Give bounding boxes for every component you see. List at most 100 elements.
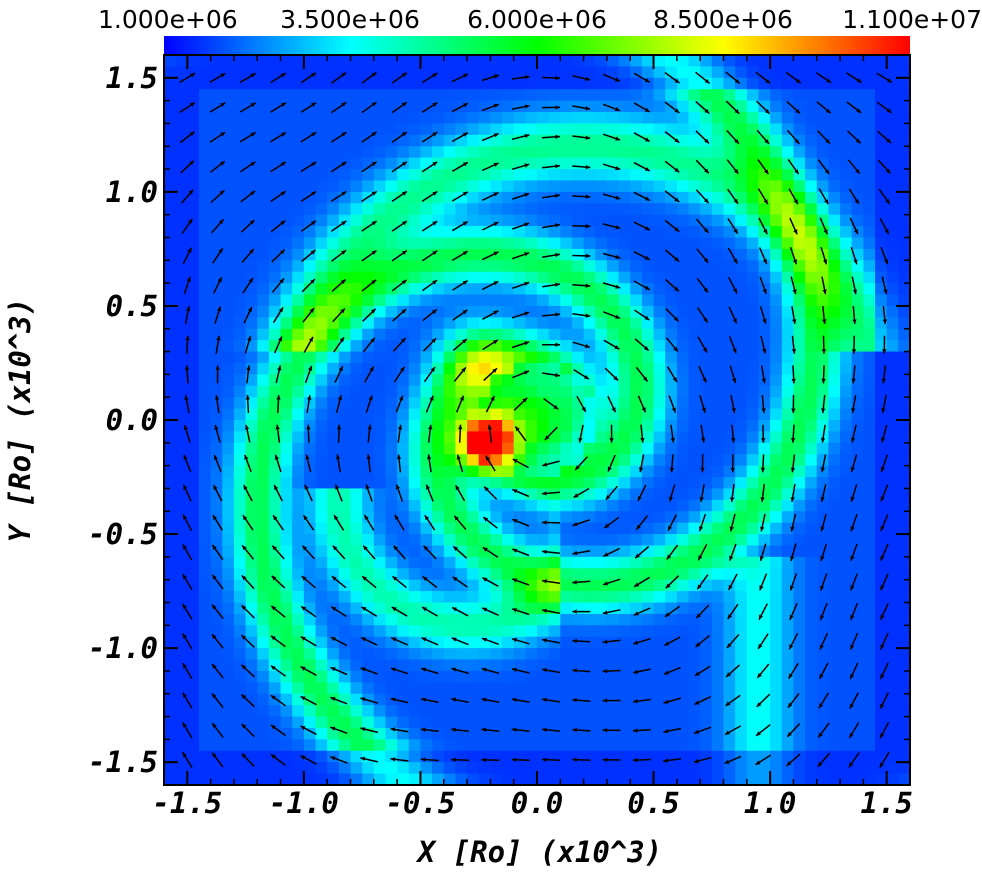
heatmap-cell [432, 442, 445, 455]
heatmap-cell [432, 591, 445, 604]
heatmap-cell [851, 146, 864, 159]
heatmap-cell [630, 625, 643, 638]
heatmap-cell [770, 670, 783, 683]
velocity-arrow-head [794, 139, 800, 144]
heatmap-cell [420, 739, 433, 752]
heatmap-cell [793, 226, 806, 239]
heatmap-cell [676, 214, 690, 227]
heatmap-cell [828, 305, 841, 318]
heatmap-cell [164, 556, 177, 569]
heatmap-cell [828, 146, 841, 159]
heatmap-cell [338, 602, 352, 615]
heatmap-cell [723, 591, 736, 604]
heatmap-cell [478, 351, 491, 364]
heatmap-cell [828, 739, 841, 752]
heatmap-cell [863, 636, 876, 649]
heatmap-cell [618, 727, 631, 740]
heatmap-cell [432, 203, 445, 216]
heatmap-cell [420, 351, 433, 364]
heatmap-cell [828, 271, 841, 284]
heatmap-cell [595, 317, 608, 330]
heatmap-cell [700, 317, 713, 330]
heatmap-cell [513, 328, 526, 341]
heatmap-cell [875, 648, 888, 661]
heatmap-cell [478, 112, 491, 125]
heatmap-cell [898, 636, 911, 649]
heatmap-cell [618, 283, 631, 296]
heatmap-cell [198, 134, 212, 147]
heatmap-cell [175, 157, 188, 170]
heatmap-cell [362, 271, 375, 284]
heatmap-cell [700, 374, 713, 387]
heatmap-cell [875, 716, 888, 729]
heatmap-cell [362, 226, 375, 239]
heatmap-cell [770, 454, 783, 467]
heatmap-cell [350, 226, 363, 239]
heatmap-cell [432, 134, 445, 147]
heatmap-cell [257, 454, 270, 467]
heatmap-cell [875, 556, 888, 569]
heatmap-cell [490, 534, 503, 547]
heatmap-cell [723, 420, 736, 433]
heatmap-cell [233, 305, 247, 318]
heatmap-cell [560, 670, 573, 683]
heatmap-cell [641, 237, 655, 250]
heatmap-cell [327, 271, 340, 284]
heatmap-cell [665, 431, 678, 444]
heatmap-cell [245, 591, 258, 604]
velocity-arrow-head [401, 280, 407, 285]
heatmap-cell [513, 465, 526, 478]
heatmap-cell [746, 670, 760, 683]
heatmap-cell [793, 362, 806, 375]
heatmap-cell [164, 568, 177, 581]
heatmap-cell [245, 739, 258, 752]
heatmap-cell [385, 340, 398, 353]
heatmap-cell [525, 408, 538, 421]
heatmap-cell [164, 169, 177, 182]
heatmap-cell [618, 305, 631, 318]
heatmap-cell [537, 739, 550, 752]
heatmap-cell [478, 682, 491, 695]
heatmap-cell [478, 488, 491, 501]
heatmap-cell [187, 374, 200, 387]
heatmap-cell [502, 55, 515, 68]
heatmap-cell [245, 568, 258, 581]
heatmap-cell [595, 305, 608, 318]
heatmap-cell [443, 773, 457, 786]
heatmap-cell [898, 477, 911, 490]
velocity-arrow-head [792, 289, 797, 295]
heatmap-cell [490, 271, 503, 284]
heatmap-cell [268, 648, 282, 661]
velocity-arrow-head [186, 276, 191, 282]
velocity-arrow-head [427, 454, 432, 460]
heatmap-cell [338, 499, 352, 512]
heatmap-cell [805, 773, 818, 786]
heatmap-cell [537, 55, 550, 68]
heatmap-cell [187, 317, 200, 330]
heatmap-cell [257, 716, 270, 729]
heatmap-cell [723, 77, 736, 90]
heatmap-cell [886, 534, 899, 547]
heatmap-cell [385, 682, 398, 695]
heatmap-cell [606, 534, 620, 547]
velocity-arrow-head [555, 164, 560, 169]
heatmap-cell [525, 362, 538, 375]
heatmap-cell [816, 454, 830, 467]
heatmap-cell [164, 602, 177, 615]
heatmap-cell [537, 248, 550, 261]
heatmap-cell [711, 180, 725, 193]
heatmap-cell [432, 465, 445, 478]
heatmap-cell [327, 89, 340, 102]
heatmap-cell [665, 237, 678, 250]
heatmap-cell [187, 579, 200, 592]
heatmap-cell [875, 511, 888, 524]
heatmap-cell [327, 157, 340, 170]
heatmap-cell [560, 351, 573, 364]
heatmap-cell [373, 636, 387, 649]
heatmap-cell [735, 499, 748, 512]
heatmap-cell [222, 271, 235, 284]
heatmap-cell [315, 271, 328, 284]
heatmap-cell [898, 214, 911, 227]
heatmap-cell [863, 214, 876, 227]
heatmap-cell [222, 191, 235, 204]
